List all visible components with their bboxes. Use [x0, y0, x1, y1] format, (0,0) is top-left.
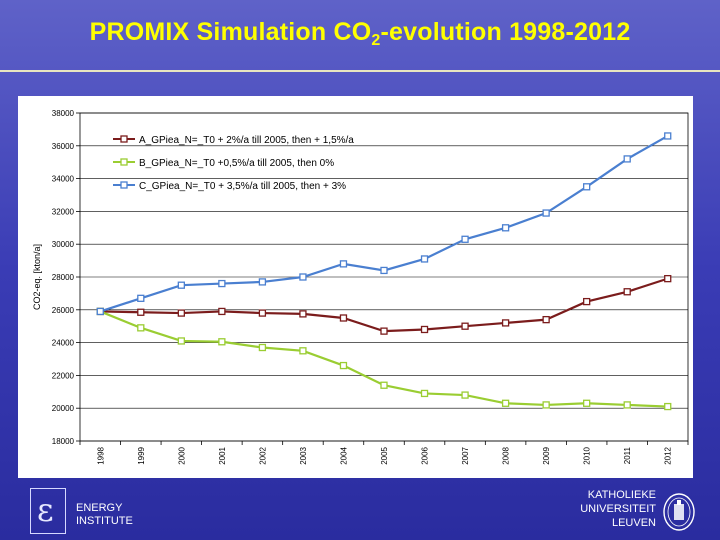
x-tick-label: 2007 [461, 446, 470, 464]
series-1-point [583, 297, 591, 306]
legend-swatch-marker [120, 158, 128, 166]
series-line-1 [100, 277, 669, 333]
university-line-2: UNIVERSITEIT [580, 503, 656, 515]
legend-label: B_GPiea_N=_T0 +0,5%/a till 2005, then 0% [139, 158, 334, 169]
epsilon-logo-icon: ε [30, 488, 66, 534]
title-prefix: PROMIX Simulation CO [89, 18, 372, 46]
series-2-point [339, 361, 348, 370]
y-tick-label: 18000 [52, 437, 75, 446]
university-line-3: LEUVEN [611, 517, 656, 529]
series-3-point [461, 235, 469, 243]
title-divider [0, 70, 720, 72]
legend-swatch-marker [120, 135, 128, 143]
series-2-point [542, 401, 550, 409]
institute-line-1: ENERGY [76, 502, 123, 514]
series-3-point [664, 132, 672, 140]
series-2-point [623, 401, 631, 409]
university-seal-icon [663, 493, 695, 531]
series-1-point [177, 309, 185, 317]
series-2-point [299, 347, 307, 355]
series-2-point [664, 402, 672, 411]
series-3-point [623, 155, 631, 163]
series-3-point [380, 266, 388, 275]
series-1-point [542, 315, 550, 324]
x-tick-label: 2003 [299, 446, 308, 464]
legend-swatch-marker [120, 181, 128, 189]
series-3-point [420, 255, 429, 263]
x-tick-label: 2005 [380, 446, 389, 464]
series-3-point [96, 307, 104, 316]
institute-line-2: INSTITUTE [76, 515, 133, 527]
series-2-point [177, 337, 185, 345]
x-tick-label: 2010 [583, 446, 592, 464]
legend-label: C_GPiea_N=_T0 + 3,5%/a till 2005, then +… [139, 181, 346, 192]
series-3-point [339, 260, 348, 268]
y-tick-label: 32000 [52, 207, 75, 216]
x-tick-label: 2002 [258, 446, 267, 464]
y-tick-label: 36000 [52, 142, 75, 151]
series-3-point [258, 278, 267, 286]
university-line-1: KATHOLIEKE [587, 489, 656, 501]
series-1-point [218, 307, 226, 316]
legend-label: A_GPiea_N=_T0 + 2%/a till 2005, then + 1… [139, 135, 354, 146]
x-tick-label: 1998 [96, 446, 105, 464]
university-name: KATHOLIEKE UNIVERSITEIT LEUVEN [580, 488, 656, 530]
x-tick-label: 2012 [664, 446, 673, 464]
slide-title: PROMIX Simulation CO2-evolution 1998-201… [0, 18, 720, 50]
y-tick-label: 22000 [52, 371, 75, 380]
series-3-point [542, 209, 550, 217]
line-chart: 18000 20000 22000 24000 26000 28000 30000 32000… [32, 109, 689, 465]
series-3-point [218, 279, 226, 288]
series-2-point [258, 343, 267, 352]
series-3-point [137, 294, 145, 302]
series-1-point [380, 327, 388, 335]
series-3-point [299, 273, 307, 281]
series-1-point [664, 274, 672, 283]
series-2-point [137, 324, 145, 332]
series-1-point [339, 314, 348, 322]
series-3-point [501, 224, 510, 232]
y-tick-label: 28000 [52, 273, 75, 282]
title-suffix: -evolution 1998-2012 [380, 18, 631, 46]
energy-institute-logo: ε ENERGY INSTITUTE [30, 486, 140, 536]
y-tick-label: 38000 [52, 109, 75, 118]
x-tick-label: 2000 [177, 446, 186, 464]
series-2-point [501, 399, 510, 407]
y-tick-label: 24000 [52, 339, 75, 348]
y-tick-label: 26000 [52, 306, 75, 315]
series-2-point [583, 399, 591, 407]
series-1-point [137, 308, 145, 316]
series-2-point [218, 338, 226, 346]
series-1-point [461, 322, 469, 330]
university-logo: KATHOLIEKE UNIVERSITEIT LEUVEN [516, 488, 696, 536]
x-tick-label: 1999 [137, 446, 146, 464]
series-1-point [623, 288, 631, 296]
series-2-point [461, 391, 469, 399]
y-tick-label: 34000 [52, 175, 75, 184]
x-tick-label: 2006 [421, 446, 430, 464]
institute-name: ENERGY INSTITUTE [76, 502, 133, 528]
series-2-point [420, 389, 429, 398]
series-1-point [420, 325, 429, 334]
x-tick-label: 2009 [542, 446, 551, 464]
x-tick-label: 2008 [502, 446, 511, 464]
x-tick-label: 2001 [218, 446, 227, 464]
epsilon-symbol: ε [37, 491, 54, 529]
series-1-point [258, 309, 267, 317]
series-1-point [501, 319, 510, 327]
y-tick-label: 20000 [52, 404, 75, 413]
title-subscript: 2 [371, 32, 381, 49]
y-tick-label: 30000 [52, 240, 75, 249]
series-2-point [380, 381, 388, 389]
series-3-point [583, 183, 591, 191]
x-tick-label: 2011 [623, 446, 632, 464]
chart-panel: 18000 20000 22000 24000 26000 28000 30000 32000… [18, 96, 693, 478]
x-tick-label: 2004 [339, 446, 348, 464]
series-3-point [177, 281, 185, 289]
series-1-point [299, 310, 307, 318]
series-line-2 [99, 310, 668, 408]
y-axis-label: CO2-eq. [kton/a] [32, 244, 42, 310]
